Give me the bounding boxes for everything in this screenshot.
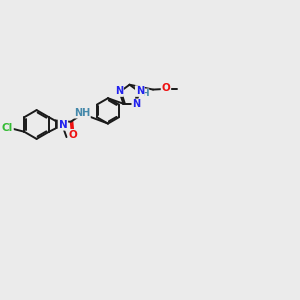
Text: NH: NH (74, 108, 90, 118)
Text: N: N (115, 86, 123, 96)
Text: H: H (141, 89, 149, 98)
Text: O: O (69, 130, 77, 140)
Text: Cl: Cl (2, 123, 13, 133)
Text: N: N (58, 120, 67, 130)
Text: N: N (136, 86, 144, 96)
Text: O: O (162, 83, 170, 93)
Text: N: N (132, 99, 140, 109)
